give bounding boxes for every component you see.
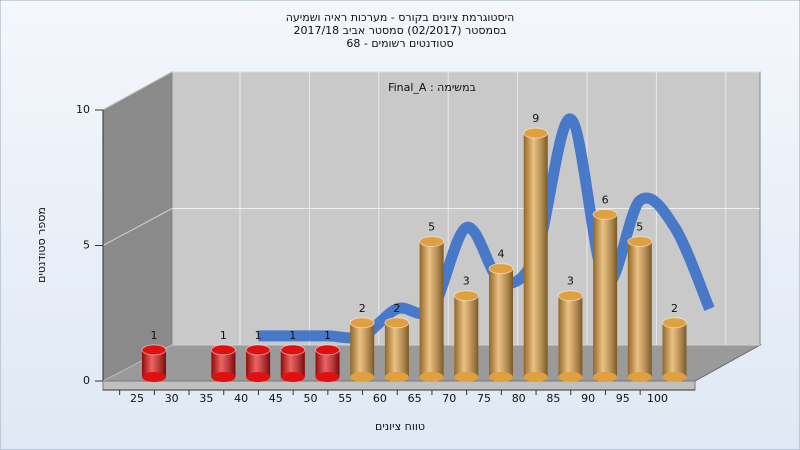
x-tick-label: 80 (512, 392, 526, 405)
x-tick-label: 85 (546, 392, 560, 405)
y-tick-label: 10 (76, 103, 90, 116)
x-tick-label: 95 (616, 392, 630, 405)
bar-shade (419, 241, 444, 377)
bar-shade (384, 322, 409, 377)
value-label: 6 (602, 193, 609, 206)
bar-base (627, 372, 652, 382)
value-label: 2 (359, 302, 366, 315)
x-tick-label: 70 (442, 392, 456, 405)
bar-top (488, 263, 514, 275)
bar-base (280, 372, 305, 382)
bar-base (384, 372, 409, 382)
value-label: 9 (532, 112, 539, 125)
x-tick-label: 35 (199, 392, 213, 405)
x-tick-label: 40 (234, 392, 248, 405)
bar-top (280, 344, 306, 356)
bar-shade (662, 322, 687, 377)
bar-base (350, 372, 375, 382)
bar-base (489, 372, 513, 382)
x-tick-label: 45 (269, 392, 283, 405)
bar-base (246, 372, 271, 382)
x-tick-label: 90 (581, 392, 595, 405)
value-label: 3 (567, 275, 574, 288)
y-tick-label: 0 (83, 374, 90, 387)
grid-line (102, 208, 173, 246)
bar-shade (593, 214, 618, 377)
bar-shade (350, 322, 375, 377)
bar-top (315, 344, 340, 356)
bar-shade (489, 268, 513, 377)
x-tick-label: 100 (647, 392, 668, 405)
bar-top (210, 344, 236, 356)
bar-shade (454, 295, 479, 377)
x-axis-label: טווח ציונים (375, 420, 425, 433)
value-label: 4 (498, 248, 505, 261)
x-tick-label: 65 (408, 392, 422, 405)
bar-top (453, 290, 479, 302)
x-tick-label: 60 (373, 392, 387, 405)
value-label: 1 (151, 329, 158, 342)
bar-base (419, 372, 444, 382)
bar-shade (523, 133, 548, 377)
bar-top (141, 344, 167, 356)
grid-line (102, 71, 173, 111)
floor-edge (102, 380, 696, 391)
bar-base (454, 372, 479, 382)
value-label: 1 (255, 329, 262, 342)
bar-base (558, 372, 583, 382)
value-label: 2 (671, 302, 678, 315)
x-tick-label: 25 (130, 392, 144, 405)
bar-base (523, 372, 548, 382)
bar-top (557, 290, 583, 302)
value-label: 3 (463, 275, 470, 288)
bar-top (627, 236, 653, 247)
bar-top (384, 317, 410, 329)
y-axis-label: מספר סטודנטים (35, 207, 48, 283)
bar-top (592, 208, 618, 220)
value-label: 2 (393, 302, 400, 315)
value-label: 1 (220, 329, 227, 342)
bar-top (419, 236, 445, 247)
bar-base (662, 372, 687, 382)
bar-base (315, 372, 340, 382)
bar-shade (558, 295, 583, 377)
bar-top (523, 127, 549, 139)
title-line: סטודנטים רשומים - 68 (346, 37, 453, 50)
bar-top (245, 344, 271, 356)
value-label: 1 (289, 329, 296, 342)
title-line: בסמסטר (02/2017) סמסטר אביב 2017/18 (293, 24, 506, 37)
bar-base (142, 372, 166, 382)
value-label: 1 (324, 329, 331, 342)
x-tick-label: 50 (304, 392, 318, 405)
bar-base (211, 372, 236, 382)
annotation: במשימה : Final_A (388, 81, 476, 94)
value-label: 5 (428, 221, 435, 234)
x-tick-label: 30 (165, 392, 179, 405)
bar-base (593, 372, 618, 382)
bar-top (662, 317, 687, 329)
title-line: היסטוגרמת ציונים בקורס - מערכות ראיה ושמ… (286, 11, 515, 24)
x-tick-label: 55 (338, 392, 352, 405)
x-tick-label: 75 (477, 392, 491, 405)
y-tick-label: 5 (83, 239, 90, 252)
bar-top (349, 317, 375, 329)
bar-shade (627, 241, 652, 377)
value-label: 5 (636, 221, 643, 234)
